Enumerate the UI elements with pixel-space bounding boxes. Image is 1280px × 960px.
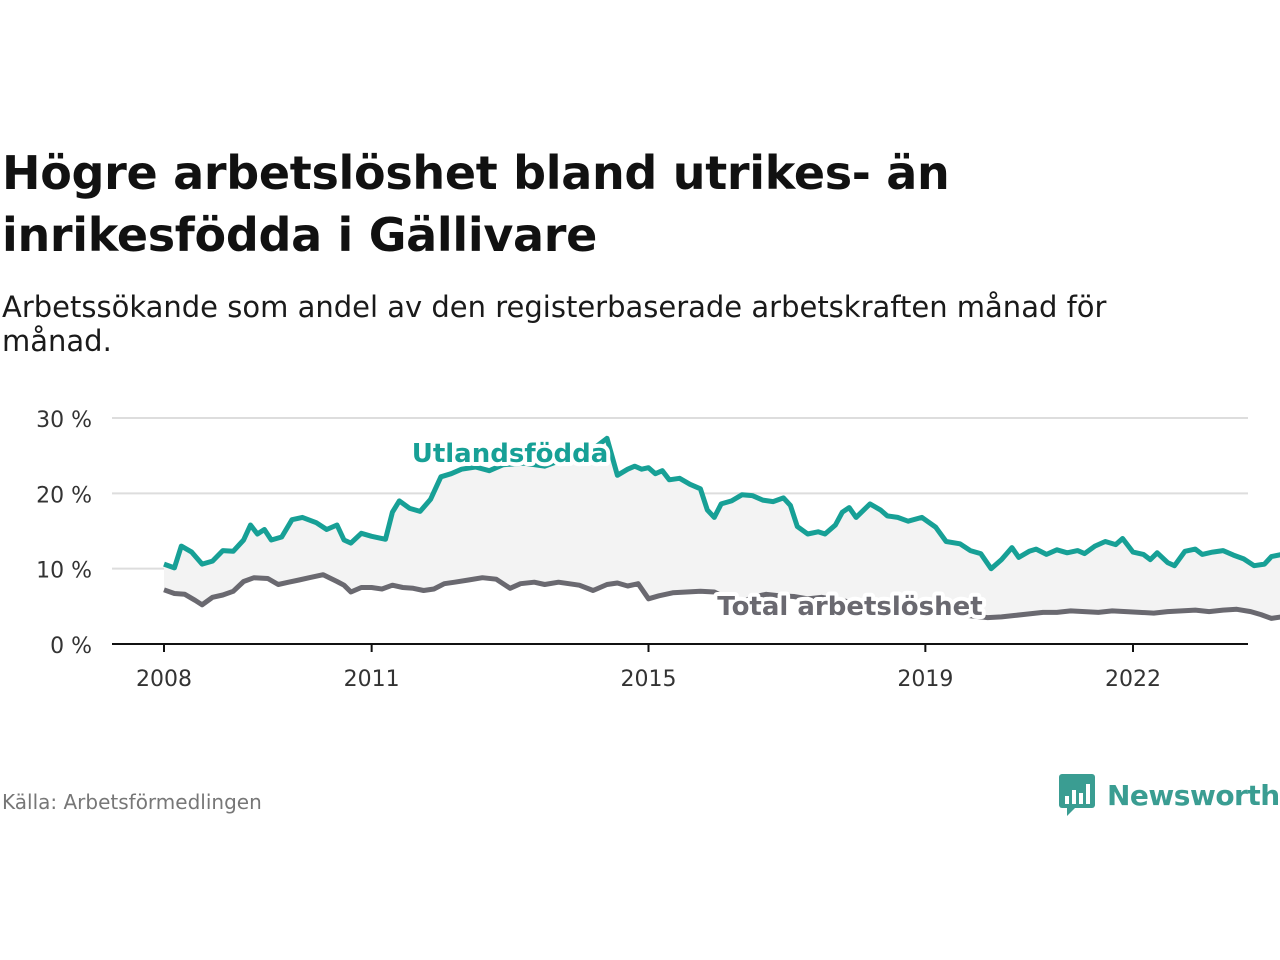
range-band [164, 438, 1280, 619]
chart-subtitle: Arbetssökande som andel av den registerb… [2, 290, 1107, 358]
newsworthy-logo-icon [1059, 774, 1095, 816]
x-tick-label: 2022 [1105, 667, 1161, 690]
brand: Newsworthy [1057, 772, 1280, 818]
y-tick-label: 0 % [50, 634, 92, 659]
source-note: Källa: Arbetsförmedlingen [2, 790, 262, 814]
y-tick-label: 30 % [36, 408, 92, 433]
series-label-foreign: Utlandsfödda [412, 439, 609, 469]
chart-title: Högre arbetslöshet bland utrikes- än inr… [2, 146, 950, 262]
x-tick-label: 2019 [897, 667, 953, 690]
x-tick-label: 2011 [344, 667, 400, 690]
line-chart: 0 % 10 % 20 % 30 % Utlandsfödda Total arbet… [36, 408, 1280, 690]
y-tick-label: 10 % [36, 559, 92, 584]
x-tick-label: 2008 [136, 667, 192, 690]
series-line-total [163, 572, 1280, 621]
series-label-total: Total arbetslöshet [717, 592, 982, 622]
brand-name: Newsworthy [1107, 778, 1280, 812]
x-tick-label: 2015 [621, 667, 677, 690]
y-tick-label: 20 % [36, 483, 92, 508]
series-labels: Utlandsfödda Total arbetslöshet [408, 435, 987, 626]
axes: 2008 2011 2015 2019 2022 [112, 643, 1248, 690]
series-line-foreign [163, 435, 1280, 572]
